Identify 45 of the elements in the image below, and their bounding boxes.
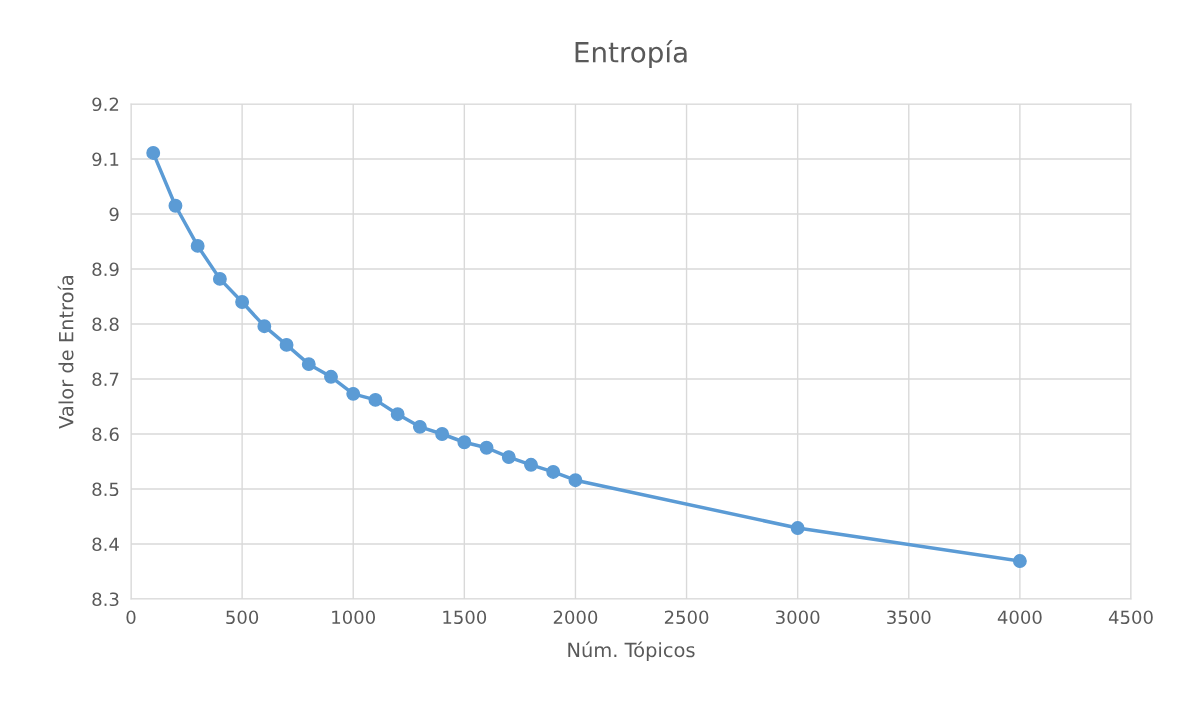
- y-tick-label: 8.5: [92, 482, 119, 497]
- point: [412, 419, 427, 434]
- point: [790, 521, 805, 535]
- y-tick-label: 8.3: [92, 592, 119, 607]
- y-tick-label: 8.4: [92, 537, 119, 552]
- point: [279, 337, 294, 352]
- y-tick-label: 9.1: [92, 152, 119, 167]
- point: [457, 435, 472, 450]
- point: [568, 473, 583, 488]
- y-tick-label: 9: [109, 207, 119, 222]
- point: [324, 369, 338, 384]
- x-tick-label: 4000: [997, 610, 1042, 625]
- point: [212, 271, 227, 286]
- point: [524, 457, 538, 472]
- point: [435, 427, 450, 441]
- point: [501, 450, 516, 465]
- x-axis-title: Núm. Tópicos: [568, 641, 695, 662]
- point: [390, 407, 405, 422]
- x-tick-label: 500: [226, 610, 259, 625]
- point: [146, 146, 161, 160]
- y-axis-title: Valor de Entroía: [57, 275, 74, 429]
- x-tick-label: 2500: [664, 610, 709, 625]
- y-tick-label: 8.8: [92, 317, 119, 332]
- point: [190, 238, 205, 253]
- point: [368, 392, 383, 407]
- y-tick-label: 8.7: [92, 372, 119, 387]
- point: [1012, 554, 1027, 568]
- y-tick-label: 9.2: [92, 97, 119, 112]
- x-tick-label: 3500: [887, 610, 931, 625]
- chart-title: Entropía: [575, 40, 687, 69]
- point: [546, 465, 561, 479]
- x-tick-label: 4500: [1108, 610, 1153, 625]
- x-tick-label: 2000: [553, 610, 598, 625]
- y-tick-label: 8.9: [92, 262, 119, 277]
- point: [301, 357, 316, 372]
- x-tick-label: 0: [126, 610, 136, 625]
- point: [235, 295, 250, 309]
- y-tick-label: 8.6: [92, 427, 119, 442]
- x-tick-label: 1000: [332, 610, 375, 625]
- x-tick-label: 1500: [443, 610, 487, 625]
- point: [479, 440, 494, 455]
- x-tick-label: 3000: [776, 610, 820, 625]
- point: [168, 198, 183, 213]
- point: [346, 386, 361, 401]
- point: [257, 319, 272, 334]
